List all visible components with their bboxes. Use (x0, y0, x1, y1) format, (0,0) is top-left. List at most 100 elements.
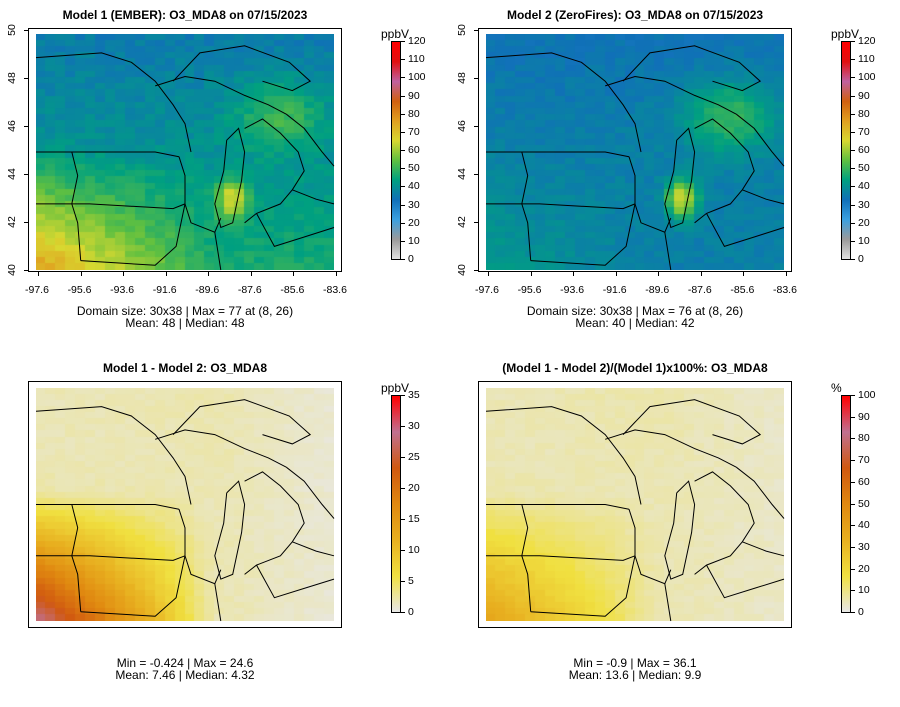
colorbar-tick-label: 50 (858, 497, 870, 510)
border-line (256, 564, 335, 599)
y-axis-label: 46 (5, 120, 18, 132)
colorbar-tickmark (401, 426, 405, 427)
colorbar-tickmark (401, 95, 405, 97)
colorbar-tickmark (851, 438, 855, 440)
colorbar-tick-label: 30 (408, 198, 420, 211)
border-line (694, 118, 755, 224)
colorbar-tickmark (401, 41, 405, 42)
border-line (521, 151, 532, 261)
colorbar-tick-label: 0 (858, 606, 864, 618)
colorbar-tick-label: 70 (408, 125, 420, 138)
stat-line-2: Mean: 13.6 | Median: 9.9 (568, 668, 702, 682)
colorbar-tick-label: 5 (408, 575, 414, 587)
border-line (214, 127, 246, 229)
border-line (35, 52, 192, 153)
colorbar-tick-label: 15 (408, 513, 420, 525)
map-pct (478, 381, 792, 628)
colorbar-tick-label: 100 (408, 71, 426, 84)
colorbar-tick-label: 110 (858, 53, 875, 66)
colorbar-tickmark (851, 568, 855, 570)
x-axis-label: -91.6 (152, 284, 177, 296)
x-axis-label: -85.6 (730, 284, 755, 296)
border-line (735, 113, 785, 167)
colorbar-gradient (391, 41, 401, 260)
colorbar-tick-label: 35 (408, 389, 420, 401)
colorbar-tickmark (851, 612, 855, 613)
x-axis-tick (700, 272, 702, 276)
colorbar-tickmark (851, 222, 855, 224)
x-axis-tick (80, 272, 82, 276)
border-line (214, 583, 222, 622)
colorbar-tick-label: 20 (858, 216, 870, 229)
border-line (486, 555, 636, 561)
border-line (155, 75, 287, 115)
colorbar-tickmark (401, 581, 405, 582)
y-axis-label: 42 (455, 216, 468, 228)
border-line (36, 504, 180, 510)
colorbar-tick-label: 30 (858, 540, 870, 553)
colorbar-tick-label: 30 (408, 420, 420, 432)
map-model2 (478, 28, 792, 272)
x-axis-label: -85.6 (280, 284, 305, 296)
stat-line-1: Min = -0.424 | Max = 24.6 (116, 656, 254, 670)
colorbar-tickmark (401, 131, 405, 133)
colorbar-tickmark (851, 481, 855, 483)
colorbar-tickmark (401, 77, 405, 79)
border-line (285, 466, 335, 519)
border-line (36, 203, 186, 210)
border-line (71, 151, 82, 261)
colorbar-tick-label: 90 (858, 89, 870, 102)
colorbar-tick-label: 60 (408, 144, 420, 156)
colorbar-tickmark (851, 546, 855, 548)
border-line (485, 406, 642, 505)
y-axis-tick (474, 126, 478, 127)
border-line (605, 429, 737, 468)
colorbar-tick-label: 80 (858, 107, 870, 120)
colorbar-tickmark (851, 113, 855, 115)
y-axis-tick (474, 174, 478, 175)
map-model1 (28, 28, 342, 272)
border-line (36, 555, 186, 561)
y-axis-label: 40 (455, 264, 468, 276)
x-axis-tick (208, 272, 210, 276)
colorbar-tickmark (401, 240, 405, 242)
y-axis-tick (474, 30, 478, 31)
colorbar-tickmark (401, 113, 405, 115)
border-line (735, 466, 785, 519)
colorbar-tickmark (401, 222, 405, 224)
colorbar-tickmark (851, 395, 855, 396)
y-axis-tick (474, 270, 478, 271)
y-axis-tick (24, 30, 28, 31)
colorbar-tick-label: 100 (858, 71, 876, 84)
colorbar-tick-label: 40 (858, 180, 870, 193)
border-line (172, 399, 312, 445)
y-axis-label: 44 (455, 168, 468, 180)
x-axis-tick (123, 272, 125, 276)
x-axis-label: -95.6 (517, 284, 542, 296)
colorbar-tick-label: 50 (408, 162, 420, 175)
colorbar-tickmark (851, 525, 855, 527)
colorbar-tickmark (401, 550, 405, 551)
x-axis-label: -93.6 (560, 284, 585, 296)
colorbar-tick-label: 40 (858, 519, 870, 532)
x-axis-label: -83.6 (323, 284, 347, 296)
border-line (664, 583, 672, 622)
border-line (628, 156, 672, 233)
y-axis-label: 50 (455, 24, 468, 36)
border-line (486, 203, 636, 210)
y-axis-tick (474, 222, 478, 223)
state-borders (35, 45, 335, 271)
x-axis-label: -87.6 (687, 284, 712, 296)
colorbar-tickmark (851, 186, 855, 188)
colorbar-unit: % (831, 381, 842, 395)
colorbar-tickmark (851, 503, 855, 505)
state-borders (35, 399, 335, 622)
x-axis-tick (250, 272, 252, 276)
colorbar-tickmark (851, 168, 855, 170)
colorbar-unit: ppbV (381, 381, 410, 395)
colorbar-tick-label: 20 (858, 562, 870, 575)
colorbar-tick-label: 60 (858, 144, 870, 156)
colorbar-tickmark (401, 204, 405, 206)
colorbar-tick-label: 10 (408, 234, 420, 247)
x-axis-label: -89.6 (195, 284, 220, 296)
